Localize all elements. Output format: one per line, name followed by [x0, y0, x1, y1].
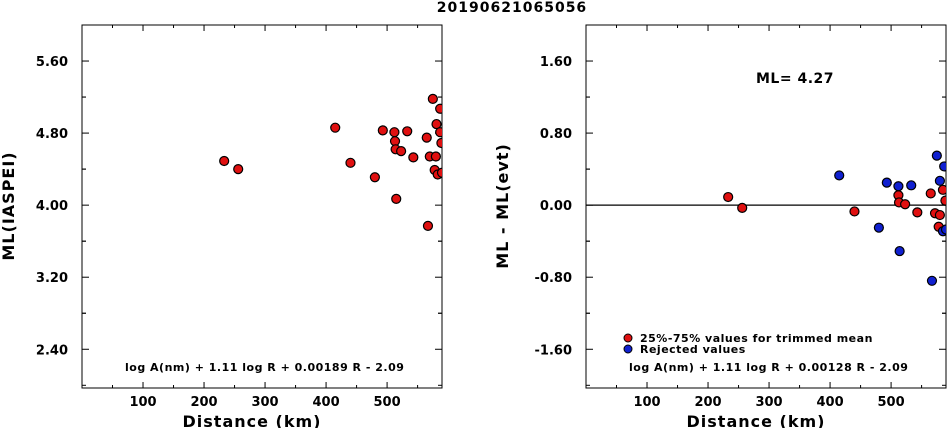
data-point	[330, 122, 341, 133]
data-point	[233, 164, 244, 175]
data-points	[723, 150, 946, 286]
rejected-value-point	[934, 175, 945, 186]
rejected-value-point	[881, 177, 892, 188]
data-point	[912, 207, 923, 218]
legend-label: Rejected values	[640, 343, 746, 356]
x-tick-label: 200	[694, 395, 721, 410]
formula-text: log A(nm) + 1.11 log R + 0.00128 R - 2.0…	[629, 361, 908, 374]
data-point	[396, 146, 407, 157]
y-tick-label: 2.40	[36, 343, 68, 358]
legend-marker	[623, 344, 633, 354]
x-tick-label: 500	[374, 395, 401, 410]
y-axis-title: ML(IASPEI)	[0, 151, 18, 260]
data-point	[435, 127, 442, 138]
data-point	[345, 157, 356, 168]
y-tick-label: 0.00	[540, 199, 572, 214]
data-point	[900, 199, 911, 210]
y-tick-label: 5.60	[36, 55, 68, 70]
y-tick-label: -1.60	[535, 343, 572, 358]
y-tick-label: 0.80	[540, 127, 572, 142]
data-point	[723, 191, 734, 203]
data-point	[925, 188, 936, 199]
plot-frame	[585, 24, 947, 389]
data-point	[402, 126, 413, 137]
plot-frame	[81, 24, 443, 389]
legend-marker	[623, 333, 633, 343]
x-tick-label: 300	[755, 395, 782, 410]
x-tick-label: 300	[251, 395, 278, 410]
y-tick-label: 4.80	[36, 127, 68, 142]
y-tick-label: 4.00	[36, 199, 68, 214]
data-point	[369, 172, 380, 183]
data-point	[737, 202, 748, 213]
x-tick-label: 100	[633, 395, 660, 410]
data-point	[849, 206, 860, 217]
data-point	[937, 184, 946, 195]
ml-value-label: ML= 4.27	[756, 71, 834, 87]
rejected-value-point	[873, 222, 884, 233]
rejected-value-point	[926, 275, 938, 286]
x-tick-label: 500	[878, 395, 905, 410]
y-tick-label: 1.60	[540, 55, 572, 70]
rejected-value-point	[940, 224, 946, 235]
x-axis-title: Distance (km)	[183, 412, 322, 428]
data-point	[219, 155, 230, 167]
rejected-value-point	[906, 180, 917, 191]
data-point	[430, 151, 441, 162]
x-tick-label: 400	[312, 395, 339, 410]
data-point	[436, 137, 442, 149]
x-tick-label: 100	[129, 395, 156, 410]
figure-title: 20190621065056	[437, 0, 587, 16]
rejected-value-point	[894, 245, 905, 257]
legend-label: 25%-75% values for trimmed mean	[640, 332, 873, 345]
data-point	[431, 118, 442, 130]
data-point	[436, 167, 442, 178]
x-tick-label: 200	[190, 395, 217, 410]
x-tick-label: 400	[816, 395, 843, 410]
right-chart-panel: 100 200 300 400 500 -1.60 -0.80 0.00 0.80 1.60 Dis…	[493, 24, 947, 428]
left-chart-panel: 100 200 300 400 500 2.40 3.20 4.00 4.80 5.60 Dista…	[0, 24, 443, 428]
rejected-value-point	[931, 150, 942, 161]
data-point	[435, 103, 442, 114]
x-axis-title: Distance (km)	[687, 412, 826, 428]
data-point	[427, 93, 438, 104]
formula-text: log A(nm) + 1.11 log R + 0.00189 R - 2.0…	[125, 361, 404, 374]
rejected-value-point	[834, 170, 845, 181]
data-point	[377, 125, 388, 136]
data-point	[421, 132, 432, 143]
data-point	[934, 209, 945, 221]
y-tick-label: 3.20	[36, 271, 68, 286]
data-point	[940, 195, 946, 206]
y-axis-title: ML - ML(evt)	[493, 143, 512, 269]
data-point	[389, 127, 400, 138]
y-tick-label: -0.80	[535, 271, 572, 286]
data-point	[422, 220, 434, 231]
rejected-value-point	[893, 181, 904, 192]
rejected-value-point	[939, 161, 946, 172]
data-point	[391, 193, 402, 204]
data-point	[408, 152, 419, 163]
data-points	[219, 93, 442, 231]
